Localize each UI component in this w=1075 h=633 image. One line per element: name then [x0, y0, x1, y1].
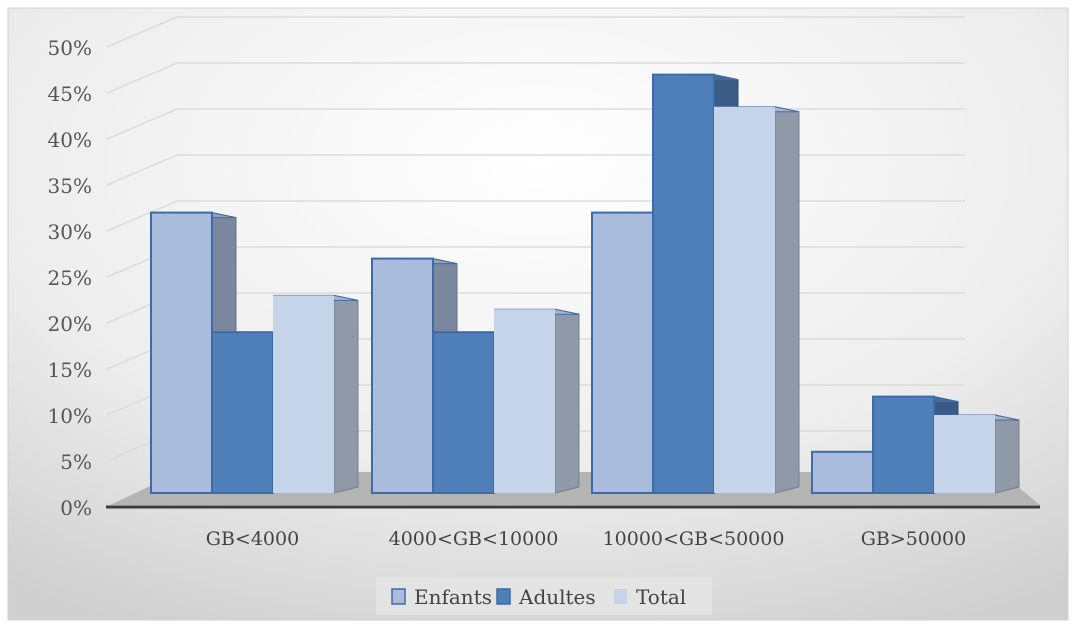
y-tick-label: 30%	[48, 220, 92, 244]
y-tick-label: 20%	[48, 312, 92, 336]
x-tick-label: 4000<GB<10000	[389, 528, 559, 550]
legend-swatch-adultes	[496, 588, 511, 605]
bar-total-2	[713, 106, 800, 494]
x-tick-label: 10000<GB<50000	[603, 528, 785, 550]
bar-total-0	[272, 294, 359, 494]
y-tick-label: 10%	[48, 404, 92, 428]
y-tick-label: 25%	[48, 266, 92, 290]
y-tick-label: 40%	[48, 128, 92, 152]
y-tick-label: 15%	[48, 358, 92, 382]
legend-swatch-enfants	[391, 588, 406, 605]
gridline	[106, 62, 965, 94]
y-tick-label: 45%	[48, 82, 92, 106]
legend-label-enfants: Enfants	[414, 585, 492, 609]
legend-swatch-total	[614, 589, 627, 604]
y-tick-label: 0%	[60, 496, 92, 520]
y-tick-label: 50%	[48, 36, 92, 60]
legend: Enfants Adultes Total	[376, 577, 712, 615]
legend-box	[376, 577, 712, 615]
legend-label-total: Total	[636, 585, 686, 609]
bar-total-3	[933, 414, 1020, 494]
bar-total-1	[493, 308, 580, 494]
y-tick-label: 35%	[48, 174, 92, 198]
gridline	[106, 16, 965, 48]
x-tick-label: GB>50000	[861, 528, 967, 550]
y-tick-label: 5%	[60, 450, 92, 474]
legend-label-adultes: Adultes	[518, 585, 596, 609]
x-tick-label: GB<4000	[206, 528, 299, 550]
